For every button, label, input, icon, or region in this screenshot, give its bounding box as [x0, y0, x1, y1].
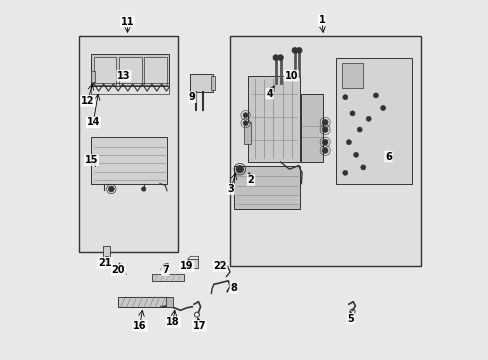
Circle shape: [356, 127, 362, 132]
Circle shape: [353, 152, 358, 157]
Text: 11: 11: [121, 17, 134, 27]
Circle shape: [243, 121, 247, 126]
Circle shape: [291, 48, 297, 53]
Bar: [187, 259, 198, 268]
Text: 3: 3: [227, 184, 234, 194]
Circle shape: [322, 120, 327, 125]
Text: 7: 7: [162, 265, 168, 275]
Text: 9: 9: [188, 92, 195, 102]
Circle shape: [373, 93, 378, 98]
Text: 10: 10: [284, 71, 298, 81]
Text: 22: 22: [213, 261, 226, 271]
Bar: [230, 36, 420, 266]
Bar: [247, 76, 300, 162]
Bar: [91, 54, 168, 86]
Circle shape: [349, 111, 354, 116]
Bar: [301, 94, 322, 162]
Polygon shape: [161, 264, 168, 270]
Bar: [144, 57, 166, 85]
Text: 16: 16: [133, 321, 146, 331]
Circle shape: [108, 186, 114, 192]
Circle shape: [272, 55, 278, 60]
Text: 17: 17: [192, 321, 206, 331]
Bar: [91, 83, 168, 94]
Circle shape: [141, 187, 145, 191]
Bar: [166, 297, 172, 307]
Circle shape: [322, 127, 327, 132]
Circle shape: [346, 140, 351, 145]
Bar: [211, 76, 215, 90]
Text: 18: 18: [166, 317, 180, 327]
Bar: [94, 57, 116, 85]
Circle shape: [243, 113, 247, 118]
Circle shape: [380, 105, 385, 111]
Bar: [118, 297, 168, 307]
Bar: [91, 137, 167, 184]
Bar: [79, 36, 178, 252]
Bar: [105, 256, 108, 261]
Circle shape: [296, 48, 302, 53]
Circle shape: [322, 148, 327, 153]
Circle shape: [342, 170, 347, 175]
Text: 8: 8: [230, 283, 237, 293]
Text: 20: 20: [112, 265, 125, 275]
Text: 21: 21: [98, 258, 111, 268]
Text: 1: 1: [318, 15, 325, 25]
Circle shape: [360, 165, 365, 170]
Circle shape: [236, 166, 243, 173]
Bar: [341, 63, 363, 88]
Text: 4: 4: [266, 89, 272, 99]
Text: 6: 6: [385, 152, 391, 162]
Bar: [119, 57, 141, 85]
Polygon shape: [234, 166, 300, 209]
Text: 15: 15: [84, 155, 98, 165]
Text: 13: 13: [117, 71, 130, 81]
Circle shape: [366, 116, 370, 121]
Bar: [189, 74, 213, 92]
Circle shape: [277, 55, 283, 60]
Circle shape: [322, 139, 327, 145]
Bar: [244, 122, 250, 144]
Text: 19: 19: [180, 261, 193, 271]
Text: 5: 5: [346, 314, 353, 324]
Circle shape: [342, 95, 347, 100]
Bar: [151, 274, 183, 281]
Bar: [103, 246, 110, 259]
Text: 14: 14: [86, 117, 100, 127]
Bar: [336, 58, 411, 184]
Text: 12: 12: [81, 96, 95, 106]
Text: 2: 2: [247, 175, 254, 185]
Bar: [91, 71, 95, 82]
